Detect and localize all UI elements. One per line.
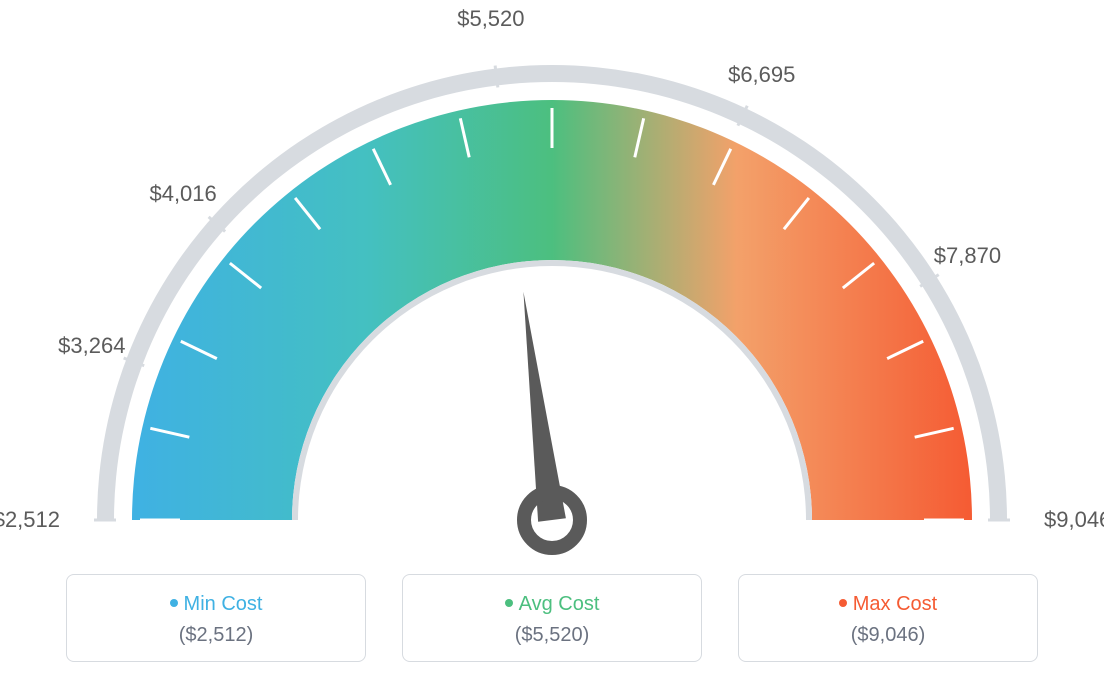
scale-label: $5,520 — [457, 6, 524, 32]
scale-label: $9,046 — [1044, 507, 1104, 533]
scale-label: $2,512 — [0, 507, 60, 533]
scale-label: $6,695 — [728, 62, 795, 88]
dot-icon — [505, 599, 513, 607]
legend-row: Min Cost ($2,512) Avg Cost ($5,520) Max … — [0, 574, 1104, 662]
legend-label: Avg Cost — [413, 593, 691, 616]
legend-label-text: Max Cost — [853, 593, 937, 615]
scale-label: $4,016 — [149, 181, 216, 207]
scale-label: $7,870 — [934, 243, 1001, 269]
legend-card-max: Max Cost ($9,046) — [738, 574, 1038, 662]
legend-card-avg: Avg Cost ($5,520) — [402, 574, 702, 662]
legend-label-text: Min Cost — [184, 593, 263, 615]
legend-label: Max Cost — [749, 593, 1027, 616]
legend-value: ($5,520) — [413, 624, 691, 647]
dot-icon — [839, 599, 847, 607]
gauge-svg — [52, 20, 1052, 560]
legend-card-min: Min Cost ($2,512) — [66, 574, 366, 662]
gauge: $2,512$3,264$4,016$5,520$6,695$7,870$9,0… — [52, 20, 1052, 560]
dot-icon — [170, 599, 178, 607]
legend-value: ($9,046) — [749, 624, 1027, 647]
legend-label: Min Cost — [77, 593, 355, 616]
scale-label: $3,264 — [58, 333, 125, 359]
chart-container: $2,512 $3,264 $4,016 $5,520 $6,695 $7,870 $9,0… — [0, 0, 1104, 690]
legend-label-text: Avg Cost — [519, 593, 600, 615]
legend-value: ($2,512) — [77, 624, 355, 647]
